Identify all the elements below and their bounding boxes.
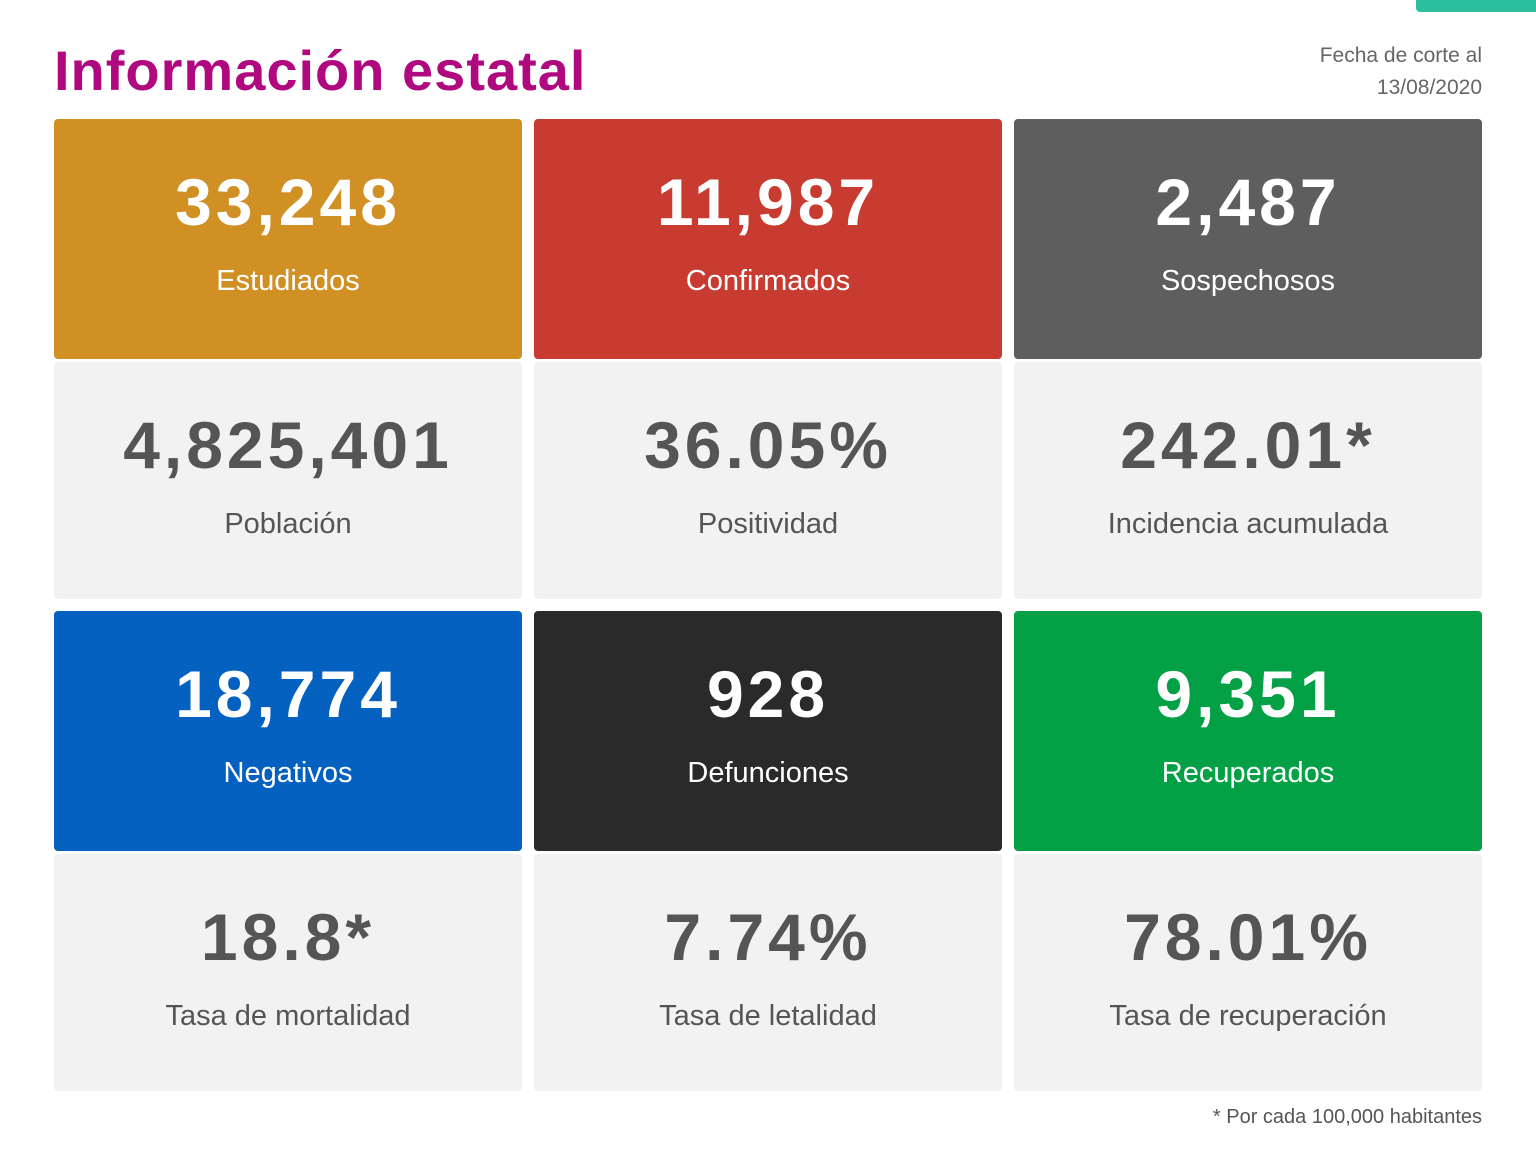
tab-accent [1416, 0, 1536, 12]
page-title: Información estatal [54, 39, 587, 102]
detail-label: Tasa de recuperación [1109, 1000, 1387, 1032]
detail-value: 242.01* [1120, 408, 1376, 482]
detail-label: Tasa de letalidad [659, 1000, 877, 1032]
detail-value: 18.8* [200, 900, 376, 974]
stat-card: 18,774 Negativos 18.8* Tasa de mortalidad [54, 611, 522, 1091]
detail-label: Incidencia acumulada [1107, 508, 1389, 540]
highlight-value: 9,351 [1155, 657, 1341, 731]
highlight-value: 928 [706, 657, 830, 731]
highlight-box: 18,774 Negativos [54, 611, 522, 851]
highlight-box: 33,248 Estudiados [54, 119, 522, 359]
highlight-label: Confirmados [685, 265, 851, 297]
detail-box: 242.01* Incidencia acumulada [1014, 362, 1482, 599]
detail-box: 78.01% Tasa de recuperación [1014, 854, 1482, 1091]
detail-box: 4,825,401 Población [54, 362, 522, 599]
detail-box: 18.8* Tasa de mortalidad [54, 854, 522, 1091]
date-label: Fecha de corte al [1319, 44, 1482, 67]
detail-value: 4,825,401 [123, 408, 453, 482]
highlight-box: 11,987 Confirmados [534, 119, 1002, 359]
highlight-box: 9,351 Recuperados [1014, 611, 1482, 851]
highlight-value: 18,774 [175, 657, 401, 731]
highlight-box: 2,487 Sospechosos [1014, 119, 1482, 359]
detail-label: Tasa de mortalidad [165, 1000, 411, 1032]
card-grid: 33,248 Estudiados 4,825,401 Población 11,987… [54, 119, 1482, 1091]
highlight-value: 2,487 [1155, 165, 1341, 239]
detail-value: 36.05% [644, 408, 892, 482]
stat-card: 9,351 Recuperados 78.01% Tasa de recuperaci… [1014, 611, 1482, 1091]
highlight-label: Negativos [223, 757, 353, 789]
detail-value: 78.01% [1124, 900, 1372, 974]
footnote: * Por cada 100,000 habitantes [1212, 1106, 1482, 1128]
highlight-label: Defunciones [687, 757, 849, 789]
highlight-label: Sospechosos [1160, 265, 1336, 297]
detail-label: Población [224, 508, 352, 540]
cutoff-date: Fecha de corte al 13/08/2020 [1320, 40, 1482, 104]
highlight-value: 33,248 [175, 165, 401, 239]
stat-card: 11,987 Confirmados 36.05% Positividad [534, 119, 1002, 599]
detail-box: 36.05% Positividad [534, 362, 1002, 599]
detail-value: 7.74% [664, 900, 872, 974]
highlight-box: 928 Defunciones [534, 611, 1002, 851]
stat-card: 33,248 Estudiados 4,825,401 Población [54, 119, 522, 599]
detail-box: 7.74% Tasa de letalidad [534, 854, 1002, 1091]
highlight-label: Estudiados [216, 265, 360, 297]
date-value: 13/08/2020 [1376, 76, 1482, 99]
detail-label: Positividad [697, 508, 839, 540]
highlight-value: 11,987 [656, 165, 880, 239]
stat-card: 2,487 Sospechosos 242.01* Incidencia acumul… [1014, 119, 1482, 599]
highlight-label: Recuperados [1161, 757, 1335, 789]
stat-card: 928 Defunciones 7.74% Tasa de letalidad [534, 611, 1002, 1091]
